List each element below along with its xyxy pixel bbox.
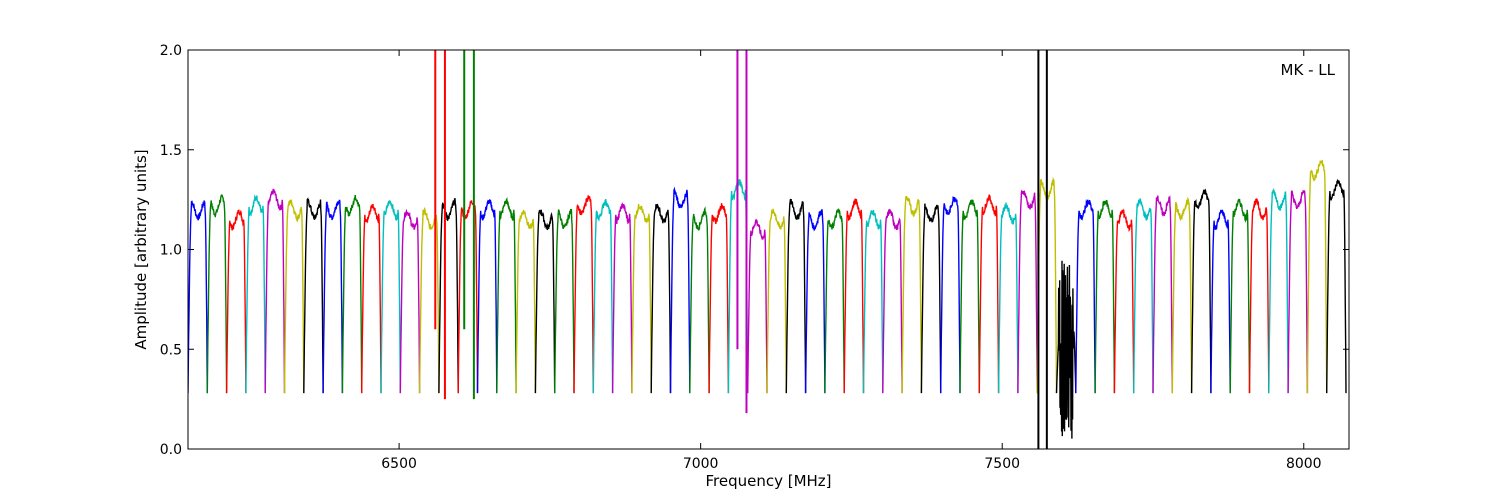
series-line-channel-35 [843, 198, 865, 394]
series-line-channel-14 [438, 198, 459, 394]
series-line-channel-52 [1171, 196, 1193, 394]
baseline-annotation: MK - LL [1281, 61, 1336, 79]
series-line-channel-18 [515, 209, 537, 394]
series-line-channel-7 [303, 197, 324, 394]
series-line-channel-36 [862, 209, 884, 394]
series-line-channel-5 [264, 188, 286, 394]
series-line-channel-51 [1152, 195, 1174, 394]
y-tick-label: 2.0 [160, 43, 182, 59]
series-line-channel-56 [1248, 197, 1270, 394]
series-line-channel-54 [1210, 209, 1231, 394]
series-line-channel-9 [341, 194, 363, 394]
series-line-channel-10 [361, 203, 382, 394]
x-tick-label: 6500 [381, 456, 417, 472]
series-line-channel-41 [959, 198, 980, 394]
series-line-channel-16 [476, 199, 498, 394]
series-line-channel-1 [188, 200, 208, 394]
series-line-channel-3 [225, 209, 247, 394]
series-line-channel-44 [1017, 189, 1038, 394]
y-axis-label: Amplitude [arbitrary units] [132, 149, 150, 349]
x-tick-label: 7500 [984, 456, 1020, 472]
series-line-channel-19 [534, 209, 556, 394]
y-tick-label: 0.0 [160, 442, 182, 458]
series-line-channel-11 [380, 199, 401, 394]
series-line-channel-39 [920, 203, 942, 394]
series-line-channel-17 [496, 197, 517, 394]
y-tick-label: 1.5 [160, 143, 182, 159]
series-line-channel-53 [1190, 188, 1212, 394]
series-line-channel-47 [1075, 198, 1096, 394]
series-line-channel-28 [708, 203, 730, 394]
series-line-channel-6 [283, 199, 305, 394]
x-axis: 6500 7000 7500 8000 [381, 50, 1322, 472]
series-line-channel-21 [573, 195, 594, 394]
series-line-channel-38 [901, 195, 923, 394]
series-line-channel-32 [785, 198, 807, 394]
series-line-channel-46 [1055, 260, 1077, 439]
series-line-channel-31 [766, 208, 787, 394]
series-line-channel-59 [1306, 159, 1328, 394]
plot-area [188, 50, 1347, 449]
series-line-channel-22 [592, 199, 614, 394]
y-tick-label: 1.0 [160, 243, 182, 259]
series-line-channel-49 [1113, 208, 1135, 394]
series-line-channel-20 [554, 208, 575, 394]
series-line-channel-55 [1229, 198, 1251, 394]
series-line-channel-40 [940, 196, 961, 394]
x-tick-label: 7000 [683, 456, 719, 472]
series-line-channel-30 [747, 218, 768, 394]
series-line-channel-60 [1325, 179, 1347, 394]
series-line-channel-8 [322, 199, 344, 394]
series-line-channel-37 [882, 208, 903, 394]
series-line-channel-2 [206, 194, 228, 394]
y-axis: 0.0 0.5 1.0 1.5 2.0 [160, 43, 1349, 458]
x-axis-label: Frequency [MHz] [705, 472, 831, 490]
series-line-channel-26 [669, 186, 691, 394]
x-tick-label: 8000 [1286, 456, 1322, 472]
series-line-channel-12 [399, 208, 421, 394]
series-line-channel-4 [245, 194, 266, 394]
series-line-channel-25 [650, 203, 672, 394]
series-line-channel-24 [631, 203, 652, 394]
series-line-channel-33 [804, 209, 826, 394]
series-line-channel-57 [1268, 187, 1289, 394]
series-line-channel-42 [978, 194, 1000, 394]
series-line-channel-34 [824, 207, 845, 394]
series-line-channel-43 [997, 202, 1019, 394]
y-tick-label: 0.5 [160, 342, 182, 358]
series-line-channel-27 [689, 206, 710, 394]
series-line-channel-50 [1132, 198, 1154, 394]
series-line-channel-23 [611, 202, 633, 394]
series-line-channel-48 [1094, 199, 1116, 394]
series-line-channel-58 [1287, 190, 1309, 394]
